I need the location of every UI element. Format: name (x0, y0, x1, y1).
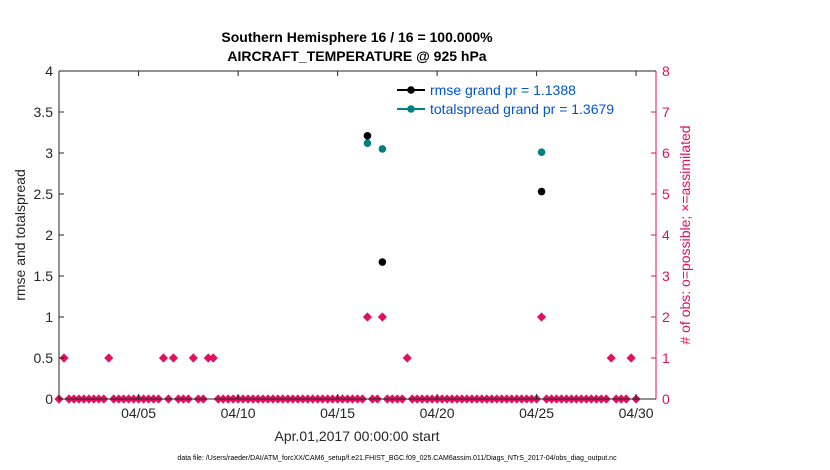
y-tick-label-left: 0.5 (34, 350, 54, 366)
legend: rmse grand pr = 1.1388 totalspread grand … (397, 82, 614, 117)
x-tick-label: 04/20 (420, 405, 455, 421)
obs-count-marker (208, 353, 218, 363)
y-tick-label-right: 7 (662, 104, 670, 120)
y-tick-label-right: 5 (662, 186, 670, 202)
obs-count-marker (203, 353, 213, 363)
x-tick-label: 04/10 (221, 405, 256, 421)
obs-count-marker (626, 353, 636, 363)
x-tick-label: 04/25 (519, 405, 554, 421)
y-tick-label-right: 8 (662, 63, 670, 79)
totalspread-point (537, 148, 546, 156)
obs-count-marker (362, 312, 373, 322)
y-tick-label-left: 1.5 (34, 268, 54, 284)
obs-count-marker (188, 353, 198, 363)
legend-marker-totalspread (407, 105, 415, 113)
footer-data-file: data file: /Users/raeder/DAI/ATM_forcXX/… (177, 455, 617, 462)
x-tick-label: 04/15 (320, 405, 355, 421)
x-tick-label: 04/05 (121, 405, 156, 421)
y-tick-label-right: 6 (662, 145, 670, 161)
plot-background (59, 71, 656, 399)
y-tick-label-left: 1 (45, 309, 53, 325)
y-tick-label-left: 3 (45, 145, 53, 161)
y-tick-label-right: 4 (662, 227, 670, 243)
obs-count-marker (377, 312, 387, 322)
legend-marker-rmse (407, 86, 415, 94)
x-axis-label: Apr.01,2017 00:00:00 start (274, 428, 439, 444)
y-tick-label-left: 2 (45, 227, 53, 243)
chart-title-line2: AIRCRAFT_TEMPERATURE @ 925 hPa (227, 48, 486, 64)
obs-count-marker (158, 353, 169, 363)
chart-title-line1: Southern Hemisphere 16 / 16 = 100.000% (221, 29, 493, 45)
totalspread-point (363, 139, 372, 147)
plot-area (59, 71, 656, 399)
obs-count-marker (104, 353, 114, 363)
rmse-point (537, 187, 546, 196)
x-tick-label: 04/30 (619, 405, 654, 421)
rmse-point (378, 258, 387, 266)
obs-count-marker (402, 353, 412, 363)
y-tick-label-left: 4 (45, 63, 53, 79)
y-axis-label-left: rmse and totalspread (12, 169, 28, 301)
y-tick-label-left: 3.5 (34, 104, 54, 120)
obs-count-marker (168, 353, 179, 363)
rmse-point (363, 131, 372, 140)
obs-count-marker (536, 312, 547, 322)
obs-count-marker (606, 353, 616, 363)
y-tick-label-right: 1 (662, 350, 670, 366)
legend-label-totalspread: totalspread grand pr = 1.3679 (430, 101, 614, 117)
totalspread-point (378, 145, 387, 153)
y-tick-label-left: 0 (45, 391, 53, 407)
y-tick-label-right: 3 (662, 268, 670, 284)
y-axis-label-right: # of obs: o=possible; ×=assimilated (677, 125, 693, 344)
legend-label-rmse: rmse grand pr = 1.1388 (430, 82, 576, 98)
y-tick-label-right: 0 (662, 391, 670, 407)
y-tick-label-right: 2 (662, 309, 670, 325)
y-tick-label-left: 2.5 (34, 186, 54, 202)
